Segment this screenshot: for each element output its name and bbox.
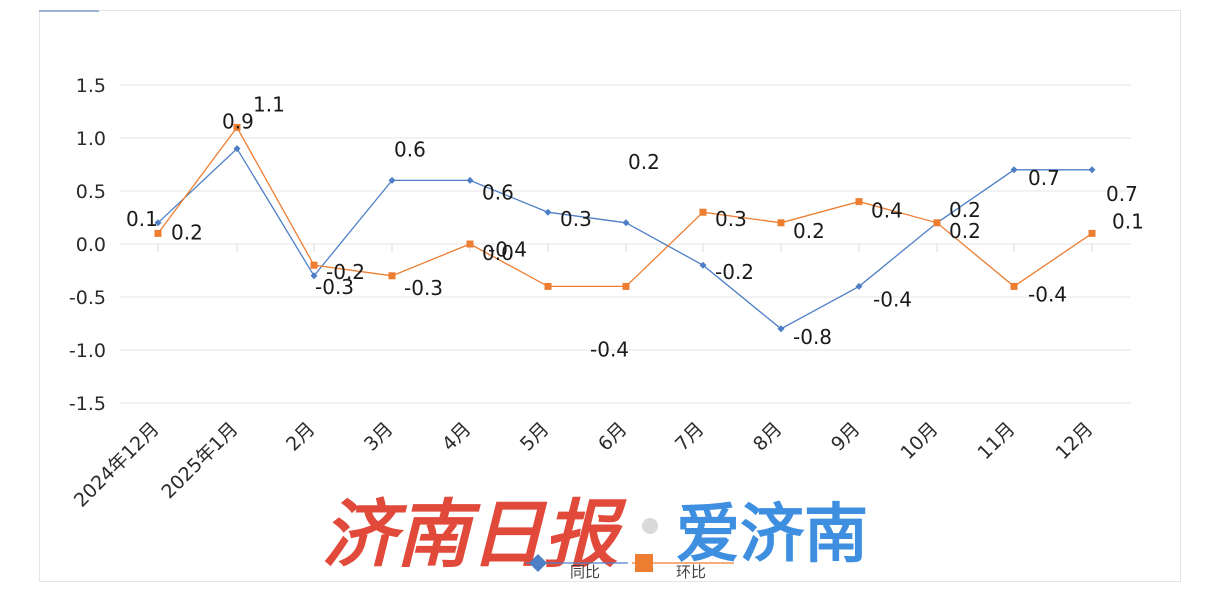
data-label: 0.7	[1106, 182, 1138, 206]
data-label: 0.9	[222, 110, 254, 134]
watermark-right-text: 爱济南	[676, 498, 868, 572]
data-label: 0.7	[1028, 166, 1060, 190]
data-point	[1010, 282, 1018, 290]
data-label: 0.2	[949, 198, 981, 222]
data-label: 0.2	[949, 219, 981, 243]
data-label: 0.1	[126, 207, 158, 231]
watermark-left-text: 济南日报	[322, 492, 627, 578]
data-point	[1088, 166, 1096, 174]
x-tick-label: 8月	[749, 418, 787, 456]
data-point	[777, 219, 785, 227]
data-label: -0.3	[404, 276, 443, 300]
x-tick-label: 2024年12月	[70, 418, 164, 512]
x-tick-label: 2025年1月	[157, 418, 242, 503]
watermark: 济南日报 爱济南	[322, 492, 868, 578]
data-point	[388, 272, 396, 280]
data-label: 0.3	[715, 207, 747, 231]
data-label: 0.4	[871, 199, 903, 223]
legend-label: 环比	[676, 563, 706, 581]
x-tick-label: 10月	[896, 418, 942, 464]
y-tick-label: 0.5	[76, 181, 106, 203]
data-point	[310, 272, 318, 280]
x-tick-label: 3月	[360, 418, 398, 456]
data-point	[154, 219, 162, 227]
data-point	[622, 219, 630, 227]
data-label: 0.1	[1112, 209, 1144, 233]
data-label: -0.4	[590, 337, 629, 361]
legend-marker	[635, 554, 653, 572]
data-point	[1088, 229, 1096, 237]
tab-indicator	[39, 10, 99, 12]
data-label: 0.2	[628, 150, 660, 174]
data-point	[544, 208, 552, 216]
y-tick-label: 1.0	[76, 128, 106, 150]
x-tick-label: 6月	[594, 418, 632, 456]
x-tick-label: 2月	[282, 418, 320, 456]
data-point	[233, 123, 241, 131]
data-label: -0.8	[793, 325, 832, 349]
data-label: -0.4	[488, 237, 527, 261]
data-point	[855, 198, 863, 206]
data-label: -0.2	[326, 260, 365, 284]
x-tick-label: 9月	[827, 418, 865, 456]
data-label: -0.4	[873, 287, 912, 311]
data-label: 0.2	[171, 220, 203, 244]
data-point	[154, 229, 162, 237]
chart-frame	[39, 10, 1181, 582]
y-tick-label: -1.0	[69, 340, 106, 362]
data-point	[855, 282, 863, 290]
data-label: -0.2	[715, 260, 754, 284]
data-point	[622, 282, 630, 290]
x-tick-label: 11月	[973, 418, 1019, 464]
data-point	[544, 282, 552, 290]
data-point	[699, 261, 707, 269]
x-tick-label: 12月	[1051, 418, 1097, 464]
y-tick-label: 1.5	[76, 75, 106, 97]
data-label: -0.3	[315, 275, 354, 299]
data-label: 0.2	[793, 219, 825, 243]
data-point	[699, 208, 707, 216]
data-labels: 0.1 0.9 -0.3 0.6 0.6 0.3 0.2 -0.2 -0.8 -0.4 0.2 0.7…	[126, 92, 1144, 361]
data-label: 0.3	[560, 207, 592, 231]
x-tick-label: 4月	[438, 418, 476, 456]
data-label: -0.4	[1028, 282, 1067, 306]
data-point	[466, 176, 474, 184]
y-tick-label: -0.5	[69, 287, 106, 309]
data-point	[466, 240, 474, 248]
data-label: 0.0	[482, 241, 514, 265]
data-point	[388, 176, 396, 184]
x-tick-label: 5月	[516, 418, 554, 456]
legend-marker	[529, 554, 547, 572]
x-tick-label: 7月	[671, 418, 709, 456]
data-label: 0.6	[482, 180, 514, 204]
legend: 同比 环比	[526, 554, 734, 581]
data-label: 1.1	[253, 92, 285, 116]
legend-label: 同比	[570, 563, 600, 581]
data-point	[310, 261, 318, 269]
data-point	[1010, 166, 1018, 174]
data-point	[233, 145, 241, 153]
series-layer	[154, 123, 1096, 333]
y-tick-label: -1.5	[69, 393, 106, 415]
y-tick-label: 0.0	[76, 234, 106, 256]
y-axis-ticks: 1.5 1.0 0.5 0.0 -0.5 -1.0 -1.5	[69, 75, 106, 415]
data-point	[933, 219, 941, 227]
data-point	[777, 325, 785, 333]
data-label: 0.6	[394, 137, 426, 161]
watermark-dot	[642, 518, 658, 534]
